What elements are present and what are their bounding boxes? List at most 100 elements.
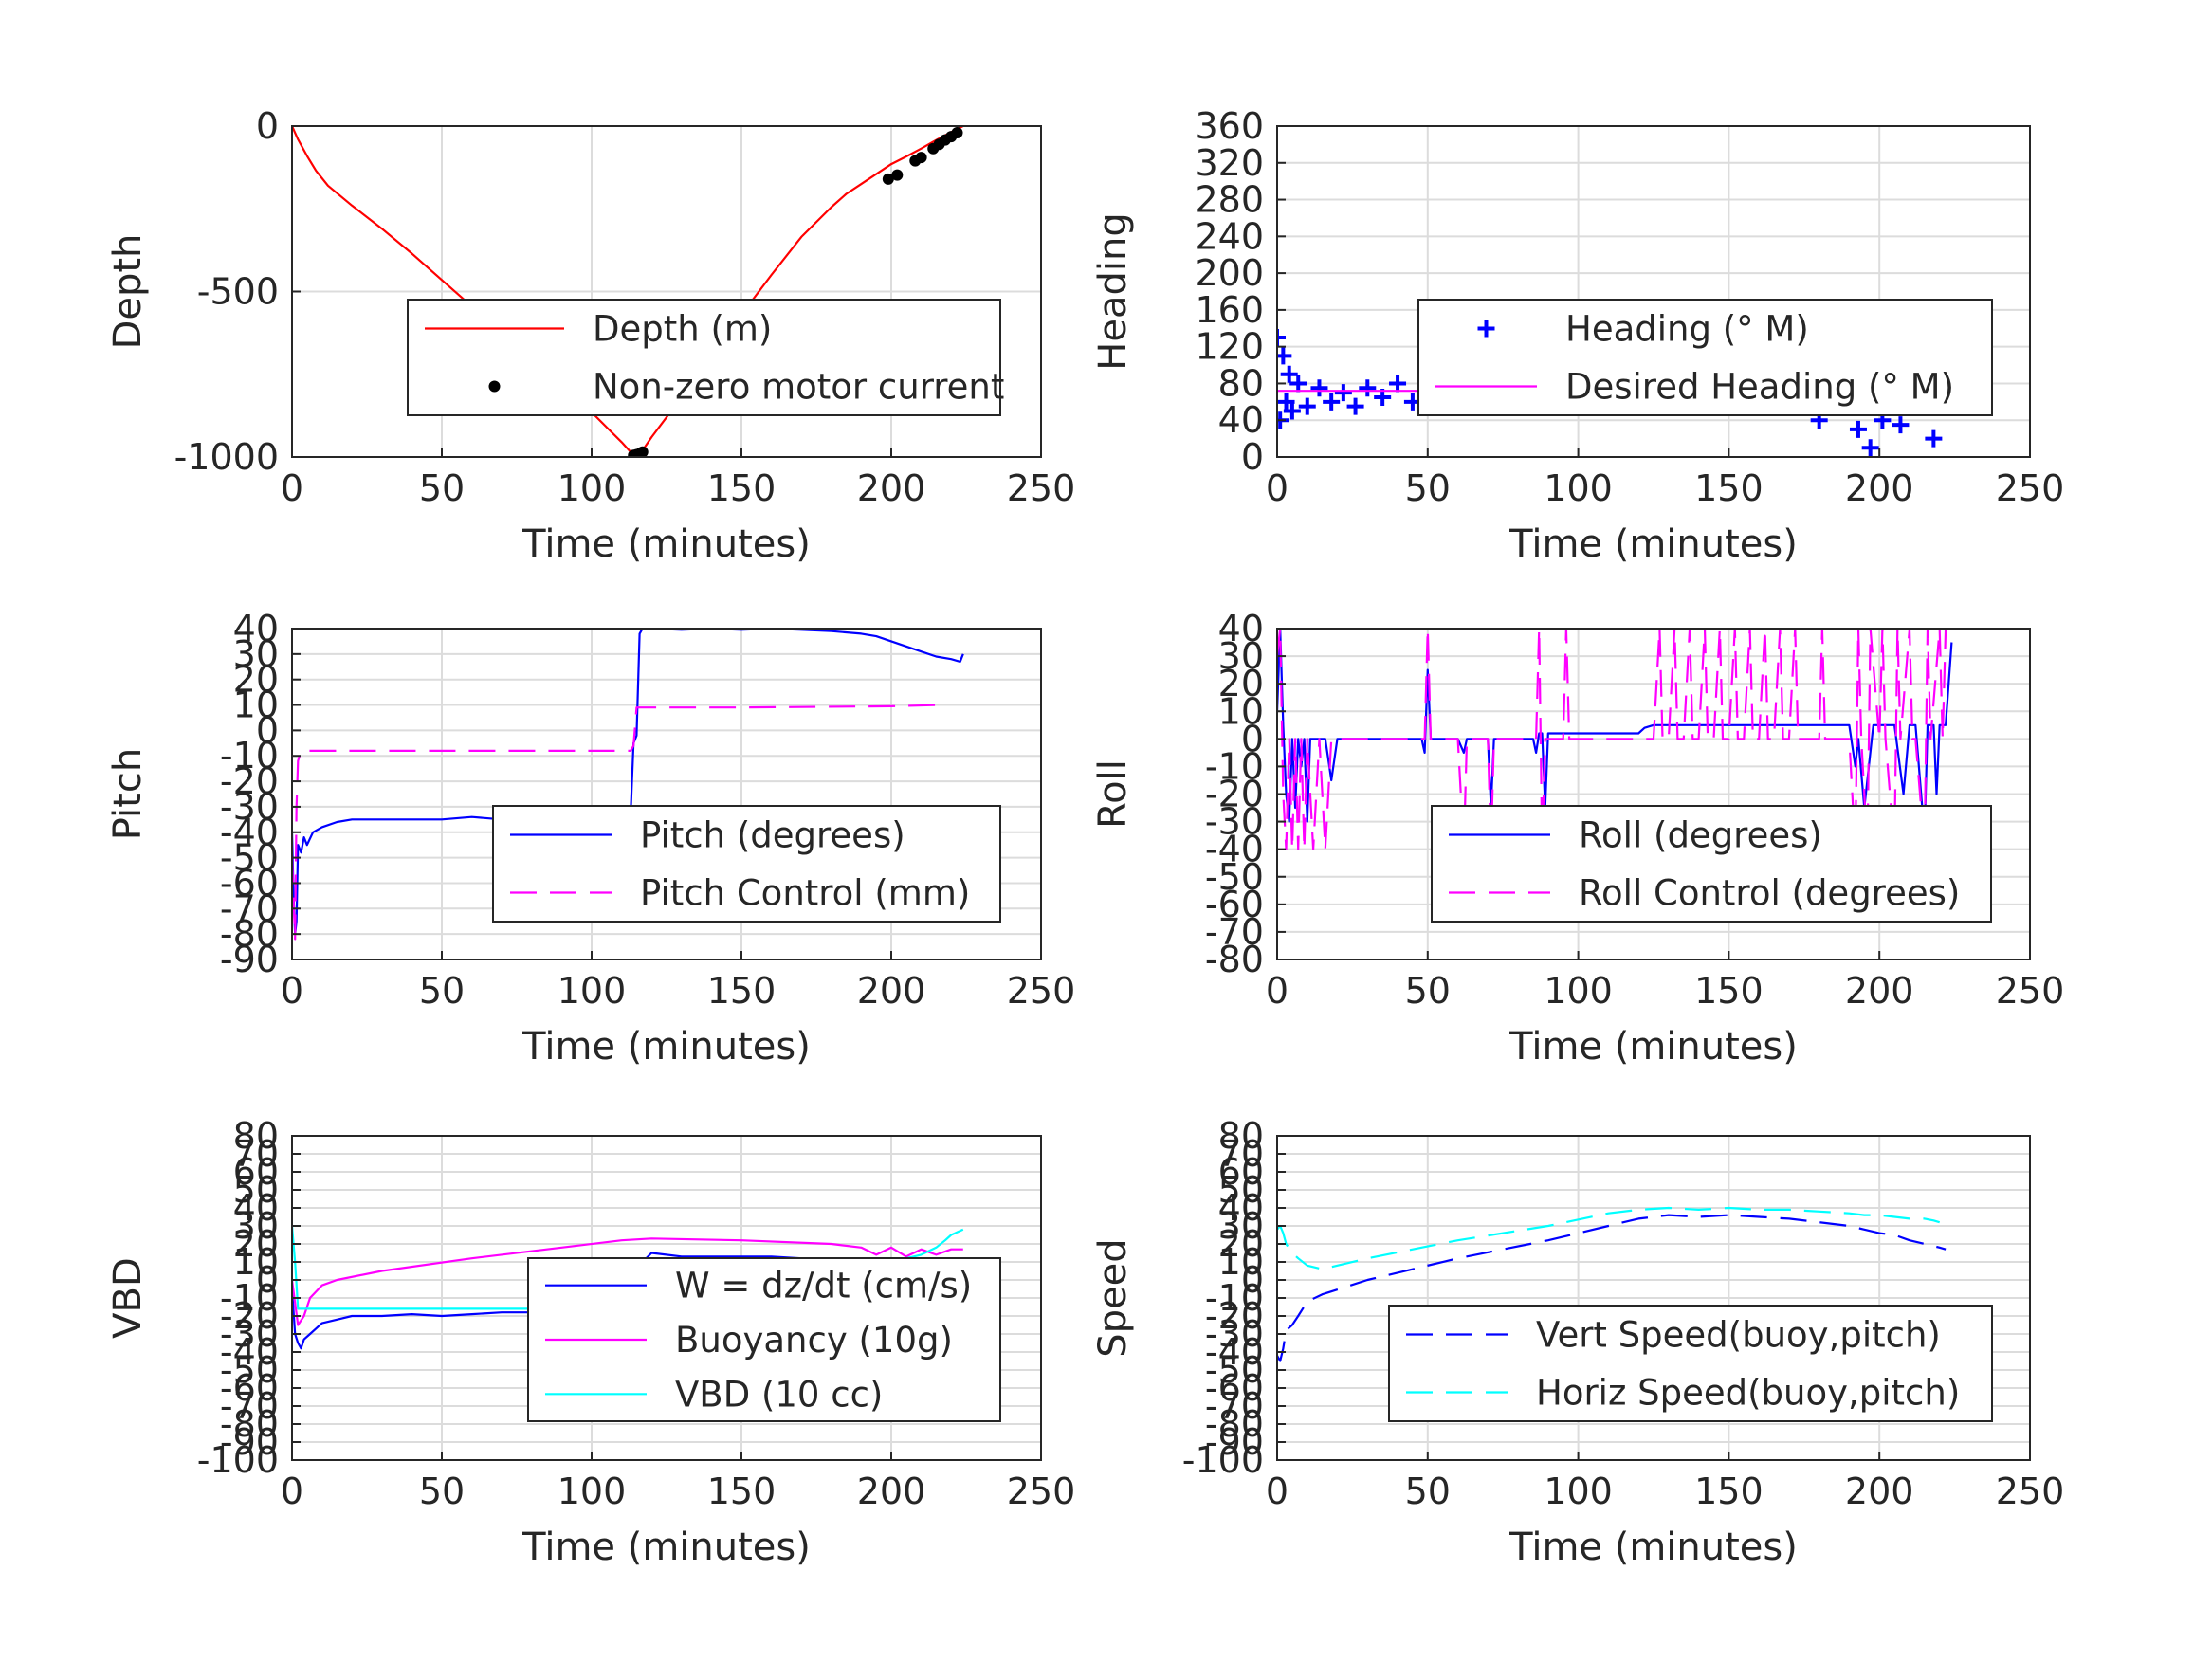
depth-ytick-label: 0 [256,105,279,147]
heading-series-0-point [1346,397,1364,415]
roll-panel: 0 50 100 150 200 250-80-70-60-50-40-30-20-100… [1091,608,2064,1069]
heading-legend: Heading (° M) Desired Heading (° M) [1417,299,1993,416]
speed-legend: Vert Speed(buoy,pitch) Horiz Speed(buoy,p… [1388,1305,1993,1422]
speed-ytick-label: 50 [1218,1169,1264,1211]
speed-legend-label: Horiz Speed(buoy,pitch) [1536,1373,1960,1414]
vbd-ytick-label: -70 [220,1385,279,1427]
heading-series-0-point [1283,402,1301,420]
heading-series-0-point [1861,439,1879,457]
speed-panel: 0 50 100 150 200 250-100-90-80-70-60-50-40-30… [1091,1115,2064,1569]
depth-legend: Depth (m) Non-zero motor current [407,299,1004,416]
vbd-xtick-label: 150 [707,1471,777,1512]
roll-ytick-label: -10 [1205,745,1264,787]
roll-ytick-label: -20 [1205,774,1264,815]
depth-xtick-label: 200 [857,467,926,509]
vbd-ytick-label: 10 [233,1241,279,1283]
roll-xtick-label: 100 [1544,970,1613,1012]
heading-ytick-label: 160 [1195,289,1264,331]
heading-ytick-label: 360 [1195,105,1264,147]
depth-legend-label: Non-zero motor current [593,367,1004,408]
speed-xtick-label: 0 [1266,1471,1289,1512]
speed-ytick-label: 70 [1218,1133,1264,1175]
speed-legend-box [1388,1305,1993,1422]
speed-xtick-label: 150 [1694,1471,1764,1512]
heading-ytick-label: 120 [1195,326,1264,368]
depth-ylabel: Depth [106,234,150,350]
heading-series-0-point [1925,429,1943,448]
speed-ytick-label: -80 [1205,1403,1264,1445]
depth-xtick-label: 250 [1007,467,1076,509]
pitch-legend-box [492,805,1001,923]
pitch-ytick-label: -20 [220,760,279,802]
depth-ytick-label: -500 [197,271,279,313]
vbd-xtick-label: 250 [1007,1471,1076,1512]
pitch-ytick-label: -30 [220,786,279,828]
pitch-ylabel: Pitch [106,748,150,840]
pitch-xtick-label: 200 [857,970,926,1012]
heading-ytick-label: 280 [1195,179,1264,221]
vbd-xtick-label: 100 [558,1471,627,1512]
pitch-ytick-label: 40 [233,608,279,649]
roll-xlabel: Time (minutes) [1508,1025,1798,1069]
vbd-legend-label: W = dz/dt (cm/s) [675,1266,972,1307]
speed-ytick-label: -50 [1205,1349,1264,1391]
roll-xtick-label: 200 [1845,970,1914,1012]
depth-xlabel: Time (minutes) [521,522,811,566]
heading-xtick-label: 250 [1996,467,2065,509]
roll-xtick-label: 50 [1405,970,1451,1012]
depth-xtick-label: 150 [707,467,777,509]
pitch-ytick-label: 20 [233,659,279,701]
pitch-xtick-label: 250 [1007,970,1076,1012]
heading-series-0-point [1849,420,1867,438]
speed-ytick-label: 20 [1218,1223,1264,1265]
vbd-legend: W = dz/dt (cm/s) Buoyancy (10g) VBD (10 cc… [527,1257,1001,1422]
pitch-axes-box [291,628,1042,960]
vbd-ytick-label: 80 [233,1115,279,1157]
heading-ylabel: Heading [1091,212,1135,370]
pitch-series-1-line [292,704,942,941]
heading-ytick-label: 80 [1218,362,1264,404]
roll-ytick-label: -30 [1205,801,1264,843]
vbd-xtick-label: 200 [857,1471,926,1512]
pitch-ytick-label: 30 [233,633,279,675]
pitch-ytick-label: -90 [220,939,279,980]
speed-data [1277,1206,1947,1362]
depth-series-1-point [915,152,927,164]
heading-legend-box [1417,299,1993,416]
heading-series-0-point [1323,393,1341,411]
vbd-ytick-label: -10 [220,1277,279,1319]
vbd-xtick-label: 0 [281,1471,303,1512]
pitch-ytick-label: -50 [220,837,279,879]
roll-ytick-label: 10 [1218,690,1264,732]
heading-ytick-label: 0 [1241,436,1264,478]
heading-xlabel: Time (minutes) [1508,522,1798,566]
vbd-ytick-label: 20 [233,1223,279,1265]
pitch-xtick-label: 50 [419,970,465,1012]
vbd-ytick-label: -80 [220,1403,279,1445]
heading-ytick-label: 40 [1218,399,1264,441]
heading-xtick-label: 100 [1544,467,1613,509]
depth-panel: 0 50 100 150 200 250 -1000 -500 0 Time (minutes) D… [106,105,1075,566]
roll-ytick-label: -40 [1205,829,1264,870]
roll-legend-box [1431,805,1992,923]
heading-series-0-point [1298,397,1316,415]
heading-legend-label: Heading (° M) [1565,309,1809,350]
depth-series-1-point [891,169,904,181]
pitch-xtick-label: 150 [707,970,777,1012]
vbd-ytick-label: -60 [220,1367,279,1409]
speed-ytick-label: -40 [1205,1331,1264,1373]
pitch-ytick-label: 0 [256,709,279,751]
roll-series-1-line [1277,629,1952,850]
heading-legend-label: Desired Heading (° M) [1565,367,1954,408]
pitch-legend-label: Pitch Control (mm) [640,873,970,914]
depth-xtick-label: 0 [281,467,303,509]
vbd-ytick-label: 0 [256,1259,279,1301]
depth-data [292,126,964,457]
roll-legend-label: Roll Control (degrees) [1579,873,1960,914]
speed-xtick-label: 200 [1845,1471,1914,1512]
heading-legend-swatch [1477,320,1495,338]
pitch-ytick-label: -80 [220,913,279,955]
speed-ylabel: Speed [1091,1238,1135,1357]
pitch-legend-label: Pitch (degrees) [640,815,905,856]
